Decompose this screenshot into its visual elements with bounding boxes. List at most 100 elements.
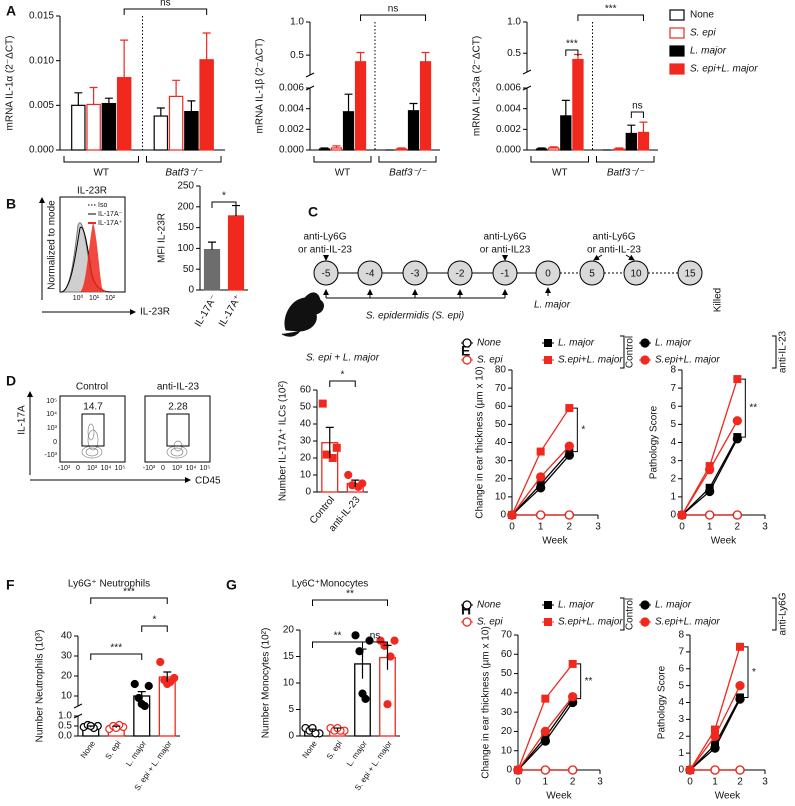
bar — [199, 59, 214, 151]
bar — [613, 148, 625, 151]
marker — [732, 416, 742, 426]
legend-marker — [462, 355, 472, 365]
y-tick-label: 1.0 — [58, 711, 72, 722]
legend-marker — [640, 338, 650, 348]
chart-title: S. epi + L. major — [306, 353, 380, 364]
significance-label: ns — [632, 101, 643, 112]
significance-label: * — [581, 424, 585, 435]
x-tick-label: 10⁴ — [101, 465, 112, 472]
y-axis-label: Number Neutrophils (10³) — [35, 630, 46, 743]
legend-marker — [462, 600, 472, 610]
timeline-day: 10 — [630, 269, 642, 280]
legend-bracket — [620, 335, 625, 369]
x-tick-label: WT — [552, 168, 568, 179]
y-axis-label: mRNA IL-1β (2⁻ΔCT) — [255, 39, 266, 134]
legend-marker — [544, 601, 552, 609]
timeline-node — [535, 260, 561, 286]
bar — [560, 115, 572, 151]
x-axis-label: Week — [542, 536, 568, 547]
y-tick-label: 80 — [495, 365, 507, 376]
x-tick-label: 10³ — [87, 465, 98, 472]
significance-bracket — [90, 653, 143, 660]
bar — [116, 77, 132, 151]
x-tick-label: Batf3⁻/⁻ — [165, 168, 202, 179]
timeline-day: -2 — [456, 269, 465, 280]
x-tick-label: None — [79, 739, 98, 760]
y-axis-label: mRNA IL-23a (2⁻ΔCT) — [472, 36, 483, 136]
y-tick-label: 10 — [300, 470, 312, 481]
y-tick-label: 15 — [283, 651, 295, 662]
x-tick-label: Batf3⁻/⁻ — [389, 168, 426, 179]
y-tick-label: 30 — [495, 455, 507, 466]
y-axis-label: Number IL-17A⁺ ILCs (10²) — [278, 381, 289, 501]
x-tick-label: 1 — [712, 777, 718, 788]
legend-label: None — [690, 10, 714, 21]
marker — [732, 434, 742, 444]
error-bar — [332, 145, 341, 148]
y-tick-label: 0 — [305, 487, 311, 498]
legend-marker — [640, 617, 650, 627]
marker — [568, 659, 577, 668]
x-tick-label: 10¹ — [89, 295, 100, 302]
error-bar — [615, 147, 624, 149]
x-tick-label: 1 — [543, 777, 549, 788]
bar — [572, 58, 584, 151]
significance-bracket — [744, 646, 749, 698]
x-tick-label: WT — [335, 168, 351, 179]
x-tick-label: -10³ — [58, 465, 71, 472]
panel-label: D — [6, 373, 16, 389]
x-tick-label: 2 — [735, 522, 741, 533]
error-bar — [549, 146, 558, 148]
chart-title: Ly6C⁺Monocytes — [292, 579, 369, 590]
y-tick-label: 1.0 — [507, 17, 521, 28]
y-tick-label: 50 — [495, 419, 507, 430]
legend-marker — [640, 355, 650, 365]
bar — [184, 110, 199, 151]
error-bar — [163, 671, 172, 682]
y-tick-label: 0.5 — [507, 48, 521, 59]
group-bracket — [378, 156, 437, 163]
arrow — [593, 254, 603, 261]
timeline-node — [313, 260, 339, 286]
treatment-label: or anti-IL-23 — [298, 245, 352, 256]
treatment-label: or anti-IL-23 — [587, 245, 641, 256]
significance-bracket — [141, 625, 168, 632]
significance-label: ** — [749, 403, 757, 414]
bar — [637, 131, 650, 151]
error-bar — [358, 648, 367, 679]
marker — [711, 725, 719, 734]
y-tick-label: 60 — [501, 649, 513, 660]
y-tick-label: 4 — [670, 437, 676, 448]
error-bar — [333, 727, 342, 732]
group-bracket — [530, 156, 589, 163]
significance-bracket — [577, 14, 644, 21]
bar — [395, 148, 408, 151]
marker — [568, 765, 578, 775]
data-point — [318, 399, 327, 408]
legend-label: L. major — [655, 600, 692, 611]
panel-label: E — [461, 343, 470, 359]
x-tick-label: 1 — [707, 522, 713, 533]
panel-label: A — [6, 3, 16, 19]
legend-label: S. epi — [477, 355, 503, 366]
x-tick-label: 10³ — [172, 465, 183, 472]
legend-label: L. major — [558, 600, 595, 611]
significance-bracket — [211, 201, 237, 208]
flow-histogram: IL-23R Iso IL-17A⁻ IL-17A⁺ 10⁰ 10¹ 10² N… — [39, 186, 170, 318]
y-tick-label: 0 — [678, 765, 684, 776]
marker — [710, 731, 720, 741]
y-tick-label: 150 — [177, 222, 194, 233]
y-axis-label: IL-17A — [17, 405, 28, 435]
x-axis-label: Week — [715, 791, 741, 802]
x-tick-label: L. major — [124, 739, 148, 768]
y-tick-label: 0.000 — [29, 145, 54, 156]
data-point — [332, 443, 341, 452]
x-tick-label: 2 — [737, 777, 743, 788]
mouse-icon — [281, 292, 324, 337]
error-bar — [74, 92, 83, 106]
error-bar — [325, 426, 334, 458]
data-point — [344, 470, 353, 480]
significance-bracket — [312, 599, 388, 606]
data-point — [358, 689, 367, 698]
marker — [540, 736, 550, 746]
